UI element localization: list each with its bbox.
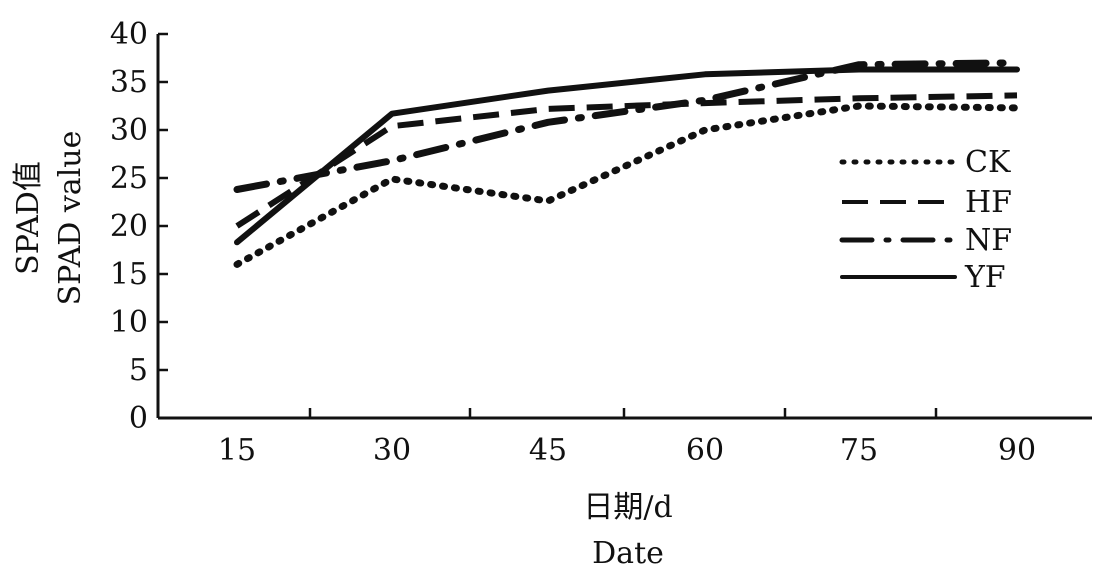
x-axis-title-cn: 日期/d [583, 490, 672, 525]
series-line-yf [234, 66, 1020, 246]
legend-label-ck: CK [965, 145, 1011, 180]
y-axis-title-en: SPAD value [53, 131, 88, 306]
axes [156, 34, 1092, 420]
x-tick-label: 60 [686, 433, 724, 468]
y-tick-label: 30 [110, 113, 148, 148]
y-tick-label: 5 [129, 353, 148, 388]
x-tick-label: 90 [998, 433, 1036, 468]
x-tick-label: 45 [529, 433, 567, 468]
series-line-nf [233, 59, 1021, 193]
legend-label-yf: YF [964, 260, 1006, 295]
y-tick-label: 20 [110, 209, 148, 244]
series-line-ck [233, 102, 1021, 268]
legend-label-nf: NF [965, 223, 1012, 258]
x-axis-ticks: 15 30 45 60 75 90 [218, 408, 1036, 468]
y-tick-label: 35 [110, 65, 148, 100]
y-tick-label: 15 [110, 257, 148, 292]
y-axis-ticks: 0 5 10 15 20 25 30 35 40 [110, 17, 168, 436]
legend-label-hf: HF [965, 185, 1012, 220]
x-tick-label: 15 [218, 433, 256, 468]
y-tick-label: 25 [110, 161, 148, 196]
y-tick-label: 0 [129, 401, 148, 436]
y-tick-label: 40 [110, 17, 148, 52]
x-tick-label: 75 [840, 433, 878, 468]
y-tick-label: 10 [110, 305, 148, 340]
x-axis-title-en: Date [592, 536, 664, 571]
series-line-hf [235, 92, 1018, 229]
series-lines [233, 59, 1021, 268]
x-tick-label: 30 [373, 433, 411, 468]
y-axis-title-cn: SPAD值 [11, 161, 46, 275]
